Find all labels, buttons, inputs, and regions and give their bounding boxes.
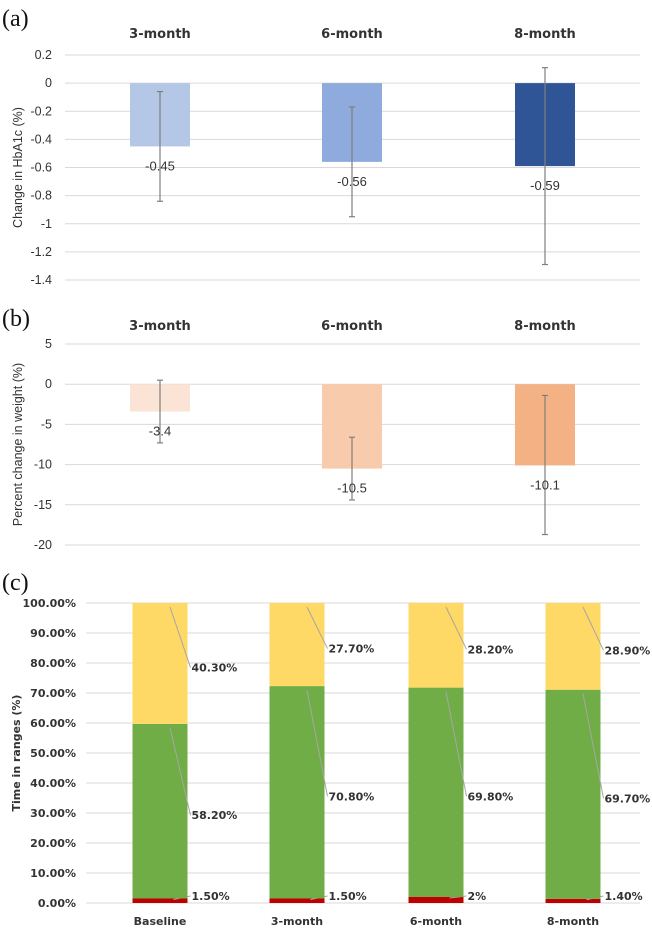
data-label: 28.20% bbox=[468, 643, 514, 656]
leader-line bbox=[169, 606, 191, 668]
leader-line bbox=[445, 606, 467, 650]
bar-segment-below-range bbox=[408, 897, 464, 903]
category-title: 6-month bbox=[321, 319, 383, 334]
y-tick-label: 0 bbox=[45, 377, 52, 391]
leader-line bbox=[582, 693, 604, 799]
category-title: 3-month bbox=[129, 27, 191, 42]
y-tick-label: 0.2 bbox=[35, 48, 52, 62]
bar-segment-below-range bbox=[269, 898, 325, 903]
panel-label: (c) bbox=[2, 570, 29, 596]
data-label: -3.4 bbox=[149, 424, 171, 439]
y-axis-label: Change in HbA1c (%) bbox=[11, 107, 25, 228]
data-label: 1.40% bbox=[605, 890, 643, 903]
y-tick-label: 30.00% bbox=[30, 807, 76, 820]
data-label: -10.5 bbox=[337, 481, 367, 496]
bar-segment-in-range bbox=[132, 723, 188, 899]
y-tick-label: 90.00% bbox=[30, 627, 76, 640]
y-tick-label: 10.00% bbox=[30, 867, 76, 880]
data-label: 40.30% bbox=[192, 661, 238, 674]
chart-panel-2: (b) 5 0 -5 -10 -15 -20 Percent change in weight… bbox=[2, 306, 640, 552]
y-tick-label: 50.00% bbox=[30, 747, 76, 760]
data-label: 69.70% bbox=[605, 792, 651, 805]
bar-segment-above-range bbox=[545, 603, 601, 690]
y-tick-label: 5 bbox=[45, 337, 52, 351]
bar-segment-above-range bbox=[408, 603, 464, 688]
data-label: -0.59 bbox=[530, 178, 560, 193]
y-tick-label: 100.00% bbox=[23, 597, 76, 610]
y-tick-label: 20.00% bbox=[30, 837, 76, 850]
y-axis-label: Time in ranges (%) bbox=[10, 695, 23, 812]
y-tick-label: -20 bbox=[34, 538, 52, 552]
data-label: 1.50% bbox=[192, 890, 230, 903]
bar-segment-below-range bbox=[545, 898, 601, 903]
y-tick-label: -1 bbox=[41, 217, 52, 231]
y-axis-label: Percent change in weight (%) bbox=[11, 363, 25, 526]
y-tick-label: -0.4 bbox=[30, 132, 52, 146]
category-title: 3-month bbox=[129, 319, 191, 334]
x-tick-label: 3-month bbox=[271, 915, 323, 928]
chart-panel-1: (a) 0.2 0 -0.2 -0.4 -0.6 -0.8 -1 -1.2 -1.4 Change … bbox=[2, 6, 640, 287]
data-label: 28.90% bbox=[605, 644, 651, 657]
bar-segment-above-range bbox=[132, 603, 188, 724]
data-label: 27.70% bbox=[329, 643, 375, 656]
y-tick-label: -5 bbox=[41, 417, 52, 431]
y-tick-label: 0 bbox=[45, 76, 52, 90]
leader-line bbox=[445, 691, 467, 797]
bar-segment-in-range bbox=[269, 686, 325, 899]
panel-label: (b) bbox=[2, 306, 30, 332]
category-title: 8-month bbox=[514, 27, 576, 42]
data-label: 2% bbox=[468, 890, 487, 903]
bar-segment-below-range bbox=[132, 898, 188, 903]
category-title: 8-month bbox=[514, 319, 576, 334]
y-tick-label: 0.00% bbox=[38, 897, 76, 910]
y-tick-label: -0.2 bbox=[30, 104, 52, 118]
chart-panel-3: (c)100.00% 90.00% 80.00% 70.00% 60.00% 50.00%… bbox=[2, 570, 650, 928]
data-label: -0.45 bbox=[145, 158, 175, 173]
y-tick-label: 40.00% bbox=[30, 777, 76, 790]
data-label: 1.50% bbox=[329, 890, 367, 903]
bar-segment-in-range bbox=[408, 687, 464, 897]
leader-line bbox=[582, 606, 604, 651]
y-tick-label: 80.00% bbox=[30, 657, 76, 670]
leader-line bbox=[169, 727, 191, 816]
x-tick-label: 6-month bbox=[410, 915, 462, 928]
y-tick-label: 60.00% bbox=[30, 717, 76, 730]
data-label: 58.20% bbox=[192, 809, 238, 822]
y-tick-label: 70.00% bbox=[30, 687, 76, 700]
bar-segment-in-range bbox=[545, 689, 601, 899]
y-tick-label: -1.2 bbox=[30, 245, 52, 259]
category-title: 6-month bbox=[321, 27, 383, 42]
panel-label: (a) bbox=[2, 6, 29, 32]
y-tick-label: -1.4 bbox=[30, 273, 52, 287]
y-tick-label: -15 bbox=[34, 498, 52, 512]
x-tick-label: Baseline bbox=[134, 915, 187, 928]
leader-line bbox=[306, 690, 328, 797]
bar-segment-above-range bbox=[269, 603, 325, 687]
data-label: 70.80% bbox=[329, 790, 375, 803]
y-tick-label: -0.6 bbox=[30, 161, 52, 175]
x-tick-label: 8-month bbox=[547, 915, 599, 928]
y-tick-label: -0.8 bbox=[30, 189, 52, 203]
leader-line bbox=[306, 606, 328, 649]
data-label: 69.80% bbox=[468, 790, 514, 803]
y-tick-label: -10 bbox=[34, 458, 52, 472]
data-label: -10.1 bbox=[530, 477, 560, 492]
data-label: -0.56 bbox=[337, 174, 367, 189]
